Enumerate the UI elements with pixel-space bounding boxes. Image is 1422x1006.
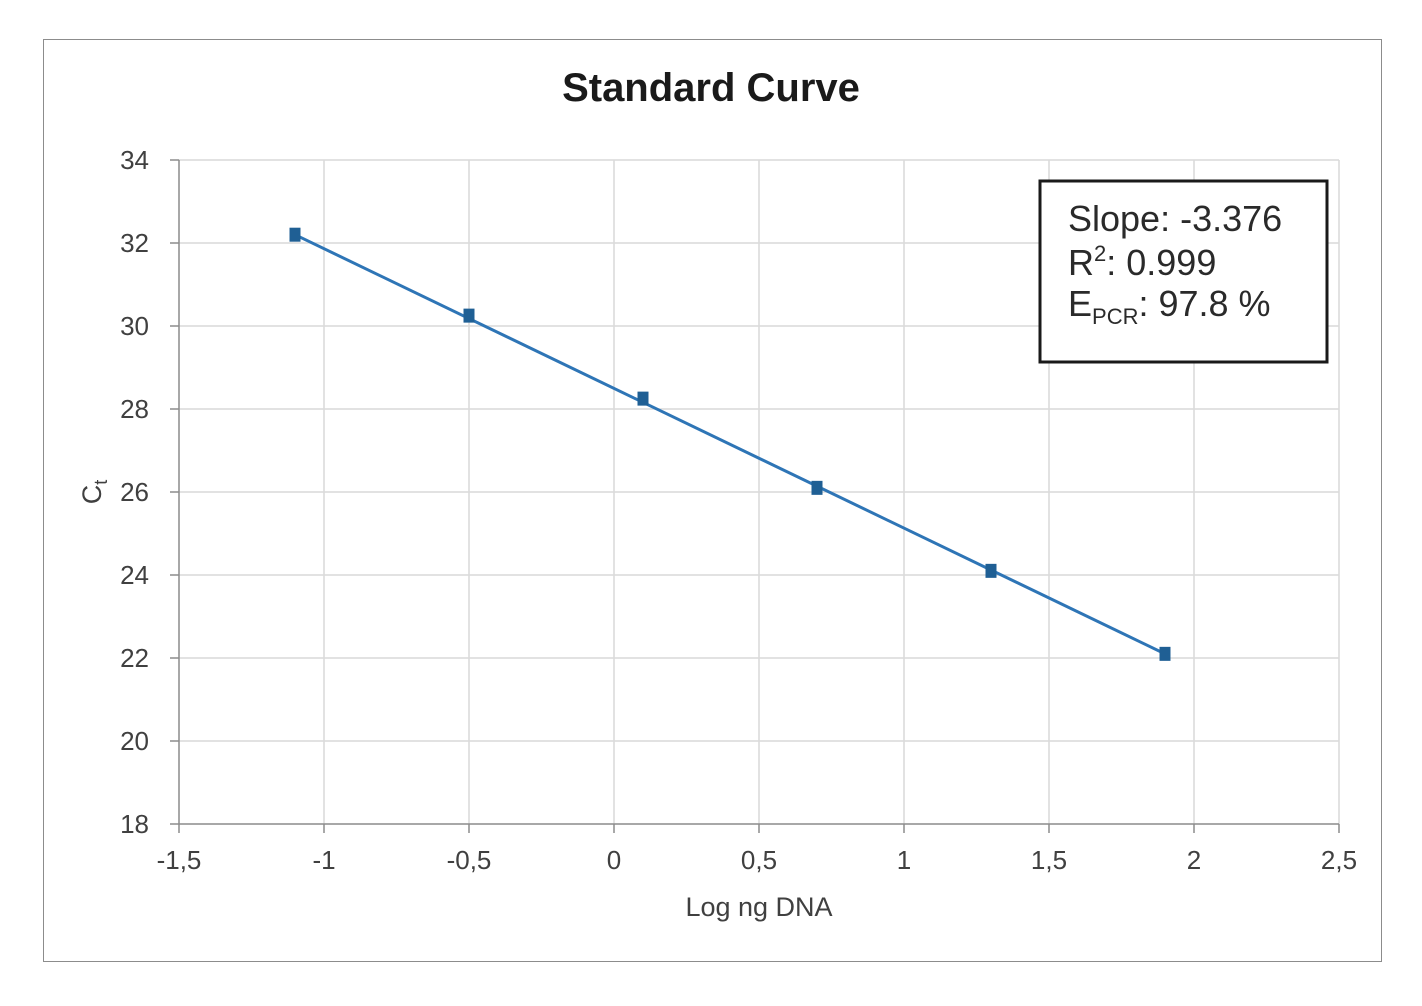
axes xyxy=(170,159,1340,833)
y-tick-label: 18 xyxy=(120,809,149,839)
data-point xyxy=(289,227,301,242)
epcr-value: : 97.8 % xyxy=(1138,283,1270,324)
epcr-prefix: E xyxy=(1068,283,1092,324)
y-tick-label: 32 xyxy=(120,228,149,258)
x-tick-label: 1,5 xyxy=(1031,845,1067,875)
y-axis-title-sub: t xyxy=(91,480,111,485)
data-point xyxy=(1159,646,1171,661)
y-tick-label: 34 xyxy=(120,145,149,175)
y-tick-label: 20 xyxy=(120,726,149,756)
x-tick-label: 2,5 xyxy=(1321,845,1357,875)
chart-frame xyxy=(43,39,1382,962)
slope-label: Slope: -3.376 xyxy=(1068,198,1282,239)
y-tick-label: 24 xyxy=(120,560,149,590)
r2-superscript: 2 xyxy=(1094,241,1106,266)
x-tick-label: 1 xyxy=(897,845,911,875)
r2-value: : 0.999 xyxy=(1106,242,1216,283)
x-tick-label: 0,5 xyxy=(741,845,777,875)
r2-prefix: R xyxy=(1068,242,1094,283)
y-tick-label: 26 xyxy=(120,477,149,507)
data-point xyxy=(637,391,649,406)
epcr-subscript: PCR xyxy=(1092,304,1138,329)
x-tick-label: -1,5 xyxy=(157,845,202,875)
x-tick-label: 0 xyxy=(607,845,621,875)
svg-text:Ct: Ct xyxy=(77,480,111,505)
y-tick-label: 28 xyxy=(120,394,149,424)
x-axis-title: Log ng DNA xyxy=(685,892,832,922)
x-tick-label: 2 xyxy=(1187,845,1201,875)
fit-line xyxy=(294,233,1166,656)
r2-label: R2: 0.999 xyxy=(1068,241,1216,283)
fit-line-layer xyxy=(294,233,1166,656)
stats-box: Slope: -3.376 R2: 0.999 EPCR: 97.8 % xyxy=(1038,179,1329,364)
data-point xyxy=(985,563,997,578)
y-tick-label: 30 xyxy=(120,311,149,341)
chart-title: Standard Curve xyxy=(562,66,860,110)
x-tick-label: -0,5 xyxy=(447,845,492,875)
data-point xyxy=(463,308,475,323)
y-axis-title-main: C xyxy=(77,485,107,505)
x-tick-label: -1 xyxy=(312,845,335,875)
stats-box-border xyxy=(1038,179,1329,364)
y-tick-label: 22 xyxy=(120,643,149,673)
grid xyxy=(179,159,1340,824)
data-point xyxy=(811,480,823,495)
epcr-label: EPCR: 97.8 % xyxy=(1068,283,1271,329)
y-axis-title: Ct xyxy=(77,480,111,505)
tick-labels: 18 20 22 24 26 28 30 32 34 -1,5 -1 -0,5 0 0,5 1 1,5 2 2,5 xyxy=(120,145,1357,875)
data-points xyxy=(289,227,1171,661)
